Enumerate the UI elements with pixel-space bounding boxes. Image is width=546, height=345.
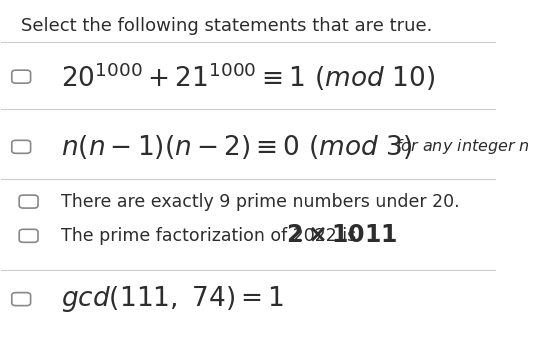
FancyBboxPatch shape (12, 140, 31, 153)
FancyBboxPatch shape (12, 293, 31, 306)
Text: $\mathbf{2 \times 1011}$: $\mathbf{2 \times 1011}$ (286, 224, 397, 247)
Text: $n(n-1)(n-2) \equiv 0 \ (mod\ 3)$: $n(n-1)(n-2) \equiv 0 \ (mod\ 3)$ (61, 133, 412, 161)
Text: for any integer $n$: for any integer $n$ (395, 137, 530, 156)
Text: $20^{1000} + 21^{1000} \equiv 1 \ (mod\ 10)$: $20^{1000} + 21^{1000} \equiv 1 \ (mod\ … (61, 60, 435, 93)
FancyBboxPatch shape (19, 195, 38, 208)
Text: There are exactly 9 prime numbers under 20.: There are exactly 9 prime numbers under … (61, 193, 459, 210)
Text: $\mathit{gcd}(111,\ 74) = 1$: $\mathit{gcd}(111,\ 74) = 1$ (61, 284, 284, 314)
Text: The prime factorization of 2022 is: The prime factorization of 2022 is (61, 227, 356, 245)
Text: Select the following statements that are true.: Select the following statements that are… (21, 17, 432, 35)
FancyBboxPatch shape (12, 70, 31, 83)
FancyBboxPatch shape (19, 229, 38, 242)
